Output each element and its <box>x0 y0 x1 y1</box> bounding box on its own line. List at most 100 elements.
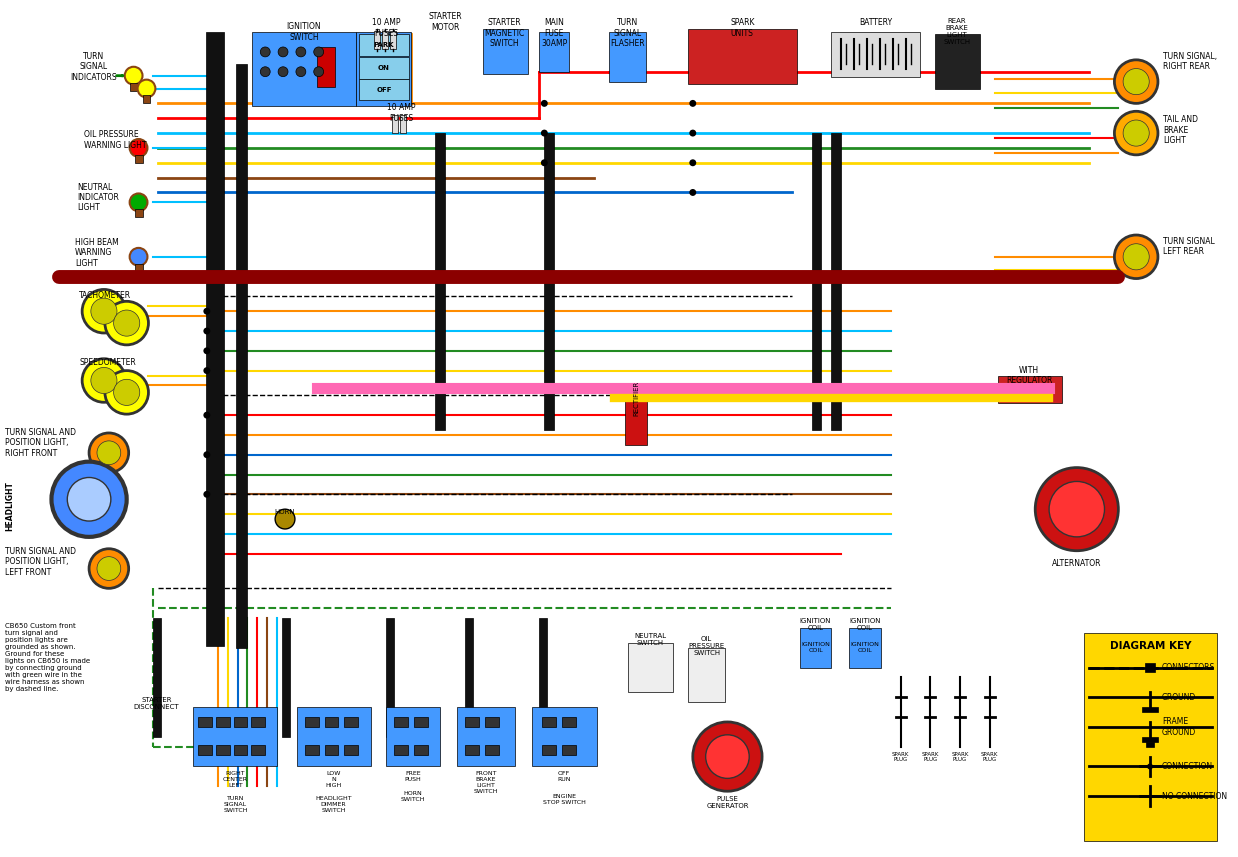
Circle shape <box>1123 120 1149 147</box>
Text: ENGINE
STOP SWITCH: ENGINE STOP SWITCH <box>542 794 586 805</box>
Text: STARTER
MOTOR: STARTER MOTOR <box>428 12 462 32</box>
Text: PARK: PARK <box>374 42 395 48</box>
Bar <box>324 745 338 755</box>
Bar <box>465 618 473 737</box>
Circle shape <box>260 47 270 57</box>
Text: HEADLIGHT: HEADLIGHT <box>5 482 14 531</box>
Bar <box>1143 707 1158 712</box>
Bar <box>198 745 212 755</box>
Circle shape <box>203 411 210 418</box>
Bar <box>457 707 515 766</box>
Circle shape <box>1114 111 1158 155</box>
Bar <box>297 707 371 766</box>
Text: SPARK
UNITS: SPARK UNITS <box>730 18 754 38</box>
Bar <box>215 717 229 727</box>
Bar <box>413 717 427 727</box>
Bar <box>394 745 407 755</box>
Bar <box>485 745 499 755</box>
Text: SPARK
PLUG: SPARK PLUG <box>891 752 910 763</box>
Circle shape <box>1114 60 1158 104</box>
Circle shape <box>706 734 749 778</box>
Text: NEUTRAL
INDICATOR
LIGHT: NEUTRAL INDICATOR LIGHT <box>77 183 119 213</box>
Text: IGNITION
SWITCH: IGNITION SWITCH <box>286 22 321 42</box>
Text: TURN SIGNAL
LEFT REAR: TURN SIGNAL LEFT REAR <box>1162 237 1214 256</box>
Bar <box>629 643 673 692</box>
Bar <box>532 707 597 766</box>
Text: OIL
PRESSURE
SWITCH: OIL PRESSURE SWITCH <box>688 636 724 656</box>
Bar <box>154 618 161 737</box>
Text: CONNECTORS: CONNECTORS <box>1162 663 1216 672</box>
Bar <box>849 628 880 668</box>
Text: HORN
SWITCH: HORN SWITCH <box>400 791 425 802</box>
Text: IGNITION
COIL: IGNITION COIL <box>800 618 831 631</box>
Circle shape <box>279 47 288 57</box>
Circle shape <box>313 47 323 57</box>
Bar <box>344 745 358 755</box>
Text: DIAGRAM KEY: DIAGRAM KEY <box>1109 641 1191 650</box>
Text: NO CONNECTION: NO CONNECTION <box>1162 792 1227 800</box>
Circle shape <box>1035 468 1118 551</box>
Bar <box>251 717 265 727</box>
Text: NEUTRAL
SWITCH: NEUTRAL SWITCH <box>634 632 666 646</box>
Bar <box>193 707 277 766</box>
Text: TURN
SIGNAL
FLASHER: TURN SIGNAL FLASHER <box>610 18 645 48</box>
Bar <box>359 57 409 79</box>
Circle shape <box>690 129 696 136</box>
Bar <box>390 31 396 49</box>
Circle shape <box>97 557 121 580</box>
Circle shape <box>89 548 129 589</box>
Text: TURN SIGNAL,
RIGHT REAR: TURN SIGNAL, RIGHT REAR <box>1162 52 1217 71</box>
Circle shape <box>203 308 210 315</box>
Circle shape <box>541 159 547 166</box>
Bar <box>235 63 248 648</box>
Bar <box>1145 662 1155 673</box>
Circle shape <box>203 491 210 498</box>
Circle shape <box>105 302 149 345</box>
Bar <box>1146 742 1154 746</box>
Bar <box>609 32 646 81</box>
Circle shape <box>67 477 111 521</box>
Circle shape <box>279 67 288 76</box>
Text: GROUND: GROUND <box>1162 692 1196 702</box>
Bar <box>413 745 427 755</box>
Bar <box>465 717 479 727</box>
Bar <box>282 618 290 737</box>
Circle shape <box>82 359 126 402</box>
Bar <box>1083 632 1217 841</box>
Bar <box>142 95 151 104</box>
Bar <box>253 32 357 106</box>
Text: ON: ON <box>378 65 390 71</box>
Bar <box>625 391 647 445</box>
Bar <box>540 32 569 72</box>
Bar <box>215 745 229 755</box>
Circle shape <box>541 129 547 136</box>
Bar <box>359 79 409 100</box>
Text: TURN
SIGNAL
INDICATORS: TURN SIGNAL INDICATORS <box>71 52 118 81</box>
Circle shape <box>114 310 140 336</box>
Bar <box>485 717 499 727</box>
Text: TURN SIGNAL AND
POSITION LIGHT,
LEFT FRONT: TURN SIGNAL AND POSITION LIGHT, LEFT FRO… <box>5 547 76 577</box>
Bar <box>305 745 318 755</box>
Bar <box>374 31 380 49</box>
Text: IGNITION
COIL: IGNITION COIL <box>801 642 829 653</box>
Text: FREE
PUSH: FREE PUSH <box>405 771 421 782</box>
Bar <box>317 47 334 87</box>
Text: SPARK
PLUG: SPARK PLUG <box>980 752 998 763</box>
Text: MAIN
FUSE
30AMP: MAIN FUSE 30AMP <box>541 18 567 48</box>
Text: IGNITION
COIL: IGNITION COIL <box>851 642 879 653</box>
Bar <box>386 618 394 737</box>
Bar <box>688 29 797 84</box>
Bar <box>832 133 842 430</box>
Bar <box>832 32 920 76</box>
Bar <box>400 115 406 133</box>
Text: HORN: HORN <box>275 509 296 515</box>
Bar <box>198 717 212 727</box>
Circle shape <box>296 67 306 76</box>
Bar <box>562 745 576 755</box>
Text: CONNECTION: CONNECTION <box>1162 762 1213 771</box>
Text: TURN
SIGNAL
SWITCH: TURN SIGNAL SWITCH <box>223 796 248 812</box>
Circle shape <box>1123 69 1149 94</box>
Text: IGNITION
COIL: IGNITION COIL <box>849 618 880 631</box>
Text: BATTERY: BATTERY <box>859 18 893 27</box>
Circle shape <box>130 139 147 157</box>
